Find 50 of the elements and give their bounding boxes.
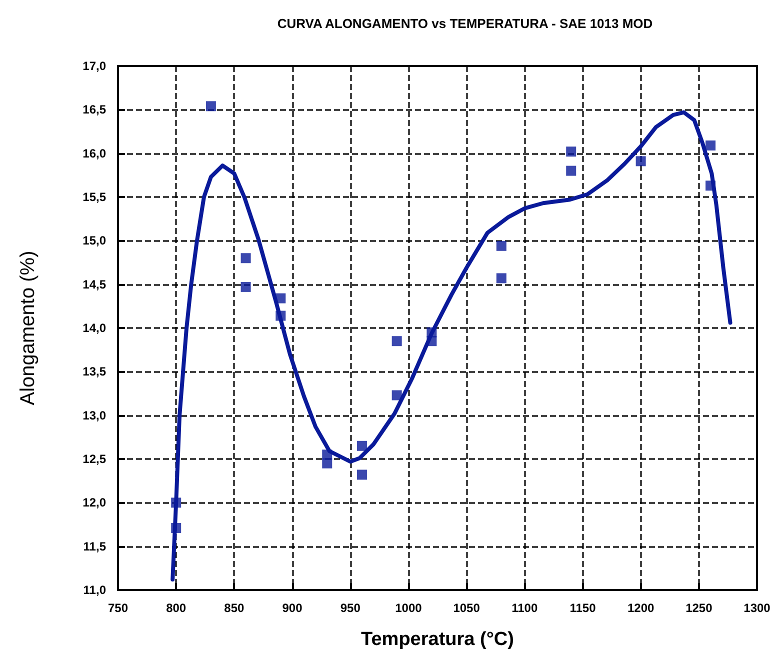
point bbox=[706, 180, 716, 191]
x-tick-label: 1250 bbox=[686, 601, 713, 615]
y-tick-label: 12,5 bbox=[82, 452, 106, 466]
chart-title: CURVA ALONGAMENTO vs TEMPERATURA - SAE 1013 MOD bbox=[277, 16, 653, 31]
point bbox=[276, 310, 286, 321]
point bbox=[356, 440, 367, 451]
point bbox=[566, 146, 576, 157]
y-tick-label: 12,0 bbox=[82, 496, 106, 510]
x-tick-label: 1300 bbox=[744, 601, 771, 615]
point bbox=[392, 336, 402, 346]
y-tick-label: 15,0 bbox=[82, 234, 106, 248]
point bbox=[322, 458, 332, 468]
y-tick-label: 13,0 bbox=[82, 408, 106, 422]
point bbox=[171, 522, 182, 533]
y-axis-title: Alongamento (%) bbox=[17, 250, 39, 406]
y-tick-label: 17,0 bbox=[82, 59, 106, 73]
x-tick-label: 1200 bbox=[627, 601, 654, 615]
x-tick-label: 800 bbox=[166, 601, 186, 615]
x-tick-label: 1000 bbox=[395, 601, 422, 615]
point bbox=[566, 166, 576, 176]
x-tick-label: 900 bbox=[282, 601, 303, 615]
x-tick-label: 950 bbox=[340, 601, 361, 615]
point bbox=[496, 273, 506, 284]
line-series bbox=[170, 110, 732, 582]
x-tick-label: 1150 bbox=[570, 601, 596, 615]
y-tick-label: 11,0 bbox=[83, 583, 106, 597]
x-axis-title: Temperatura (°C) bbox=[361, 629, 514, 650]
point bbox=[706, 140, 716, 150]
y-tick-label: 11,5 bbox=[83, 539, 106, 554]
point bbox=[426, 336, 437, 346]
point bbox=[240, 282, 251, 292]
x-tick-label: 1050 bbox=[453, 601, 480, 615]
point bbox=[356, 470, 367, 480]
y-tick-label: 14,0 bbox=[82, 321, 106, 335]
y-tick-label: 16,5 bbox=[82, 102, 106, 117]
y-tick-label: 16,0 bbox=[82, 146, 106, 160]
point bbox=[496, 240, 506, 251]
y-tick-label: 14,5 bbox=[82, 277, 106, 292]
point bbox=[240, 253, 251, 264]
point bbox=[636, 156, 646, 166]
y-tick-label: 15,5 bbox=[82, 190, 106, 204]
point bbox=[206, 101, 216, 112]
point bbox=[171, 498, 182, 508]
point bbox=[392, 390, 402, 400]
y-tick-label: 13,5 bbox=[82, 364, 106, 379]
point bbox=[322, 450, 332, 460]
x-tick-label: 850 bbox=[224, 601, 245, 615]
x-tick-label: 750 bbox=[108, 601, 128, 615]
x-tick-label: 1100 bbox=[512, 601, 538, 615]
point bbox=[276, 293, 286, 304]
